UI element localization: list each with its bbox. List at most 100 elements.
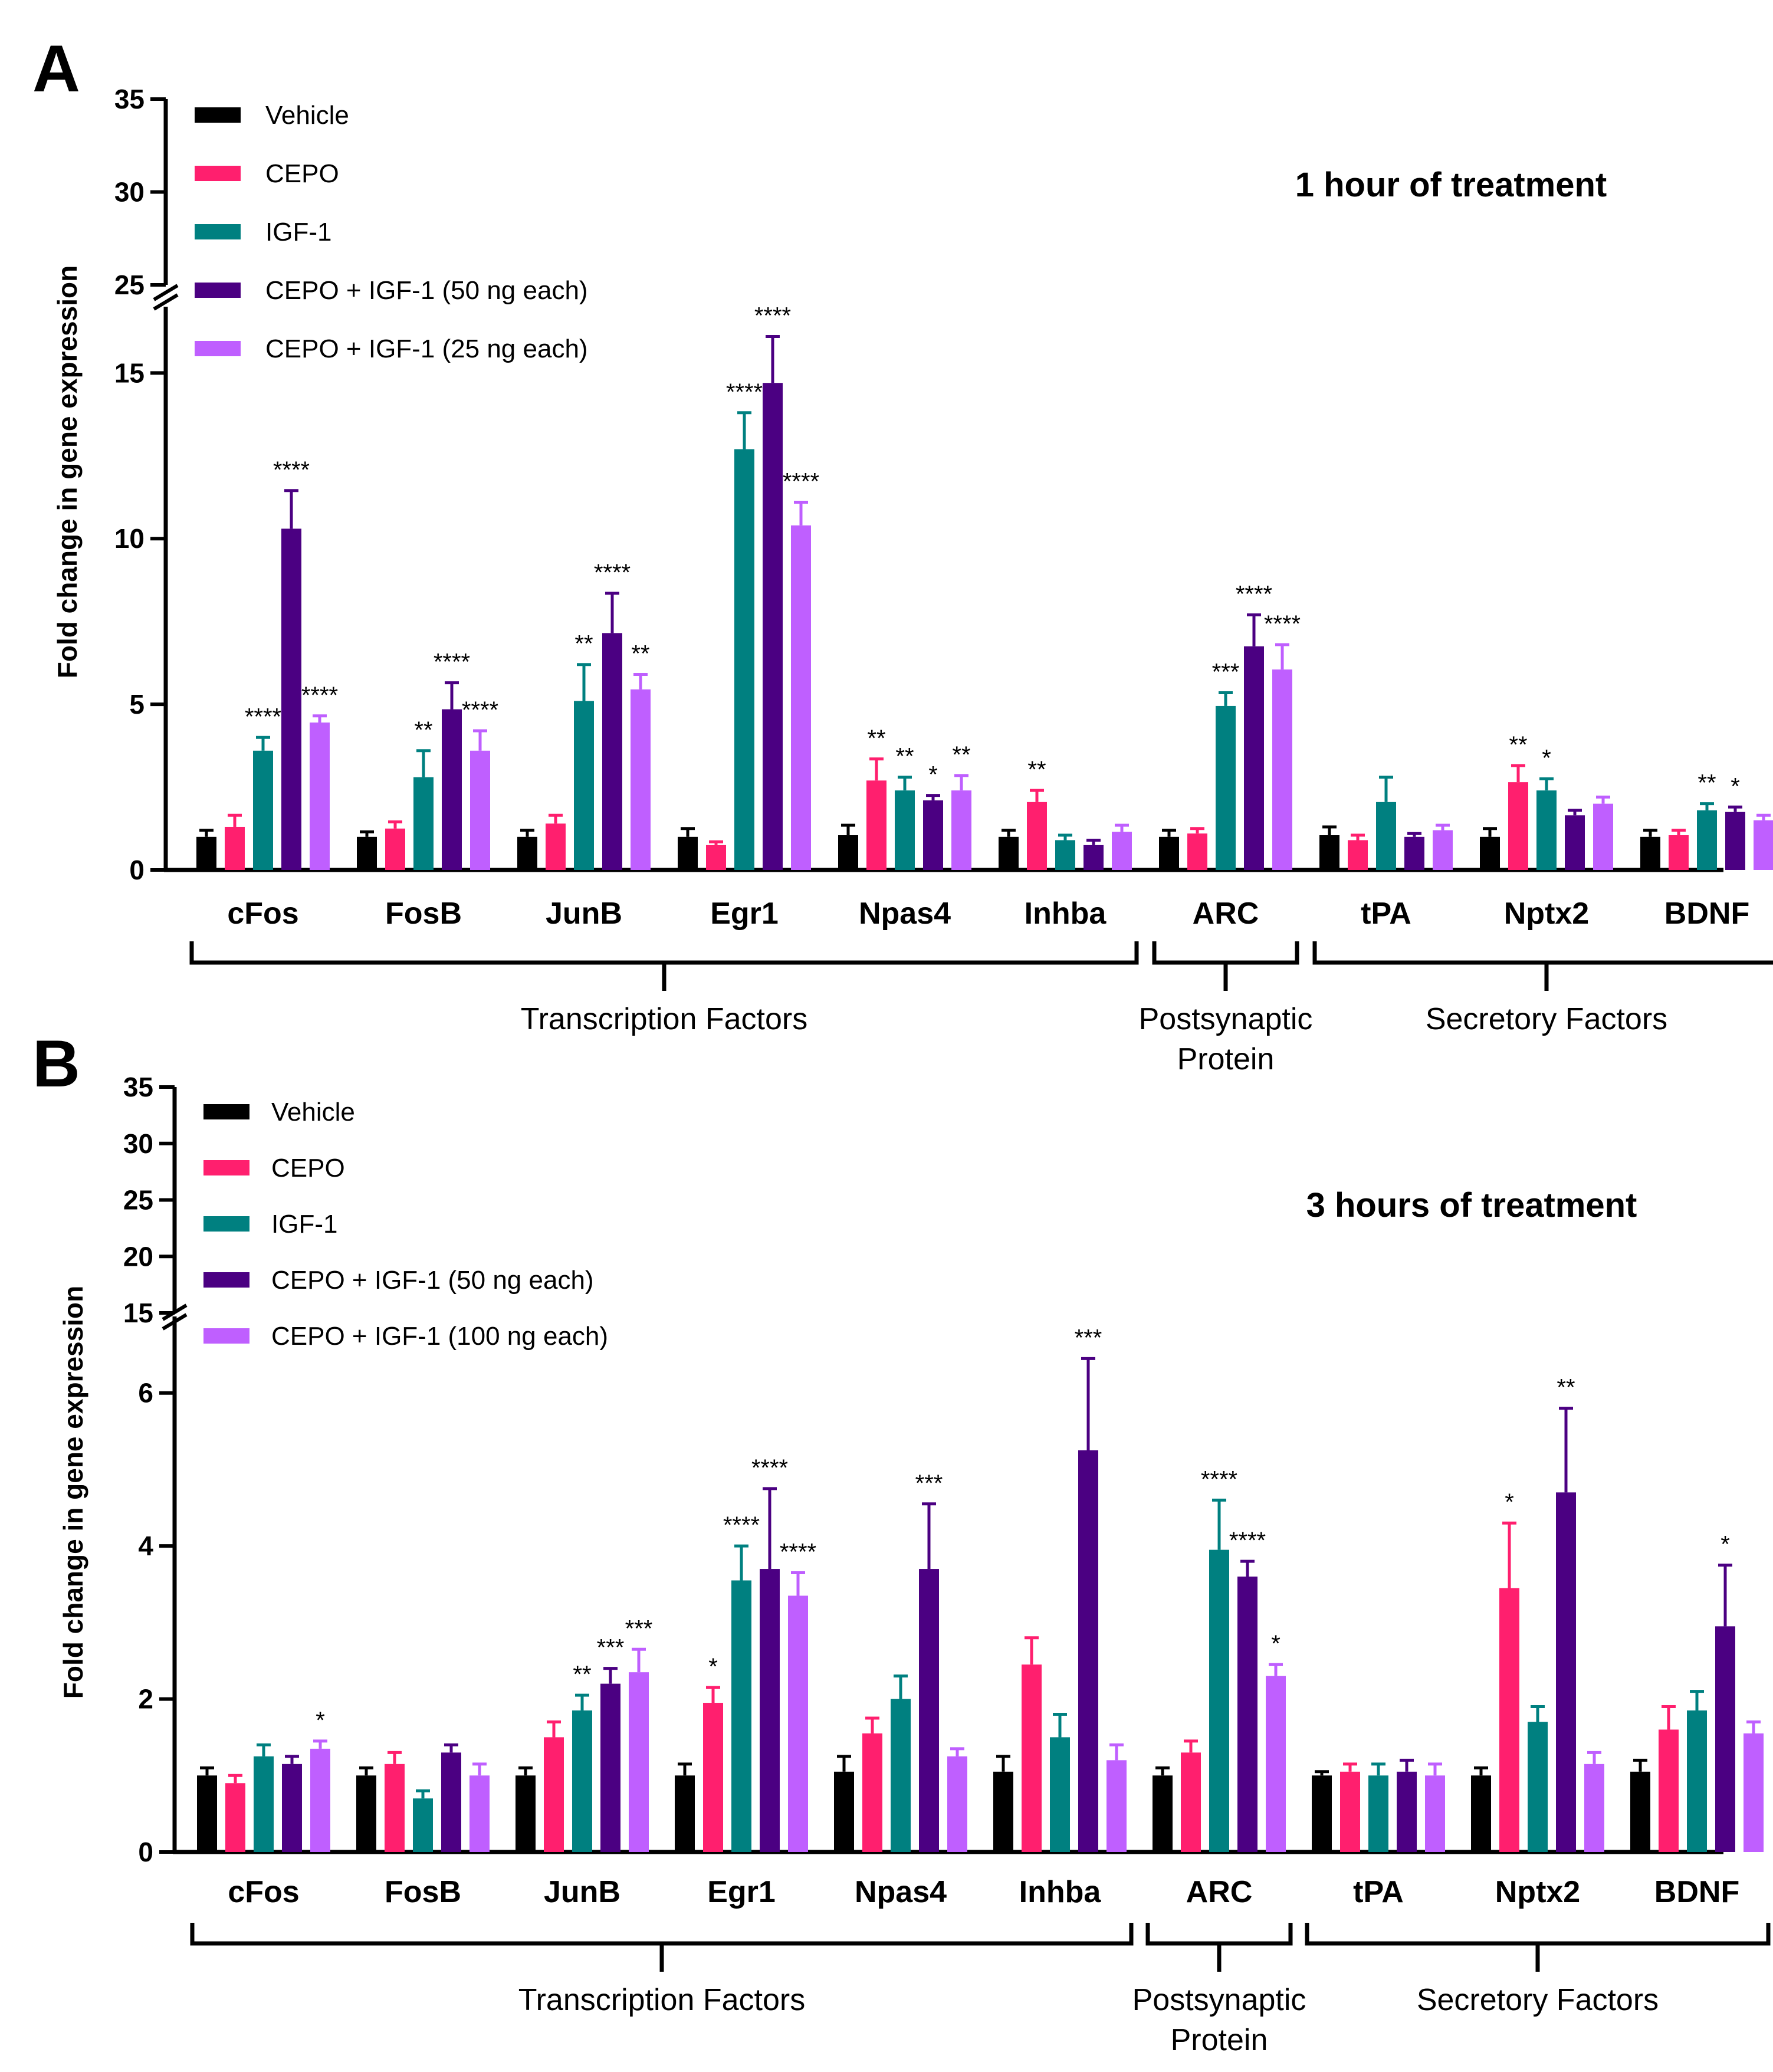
y-tick-label: 30 — [114, 177, 145, 208]
bar — [1159, 836, 1179, 870]
axis-break-mark — [153, 284, 179, 301]
group-label: Protein — [1171, 2023, 1268, 2057]
bar — [1181, 1752, 1201, 1852]
y-tick-label: 0 — [138, 1837, 153, 1867]
bar — [1340, 1771, 1360, 1852]
bar — [544, 1737, 564, 1852]
legend-swatch — [203, 1272, 249, 1288]
category-label: Egr1 — [707, 1875, 776, 1909]
significance-label: **** — [754, 303, 791, 329]
significance-label: ** — [867, 725, 885, 751]
significance-label: **** — [1264, 611, 1301, 637]
significance-label: *** — [1212, 659, 1240, 685]
bar — [1319, 835, 1339, 870]
legend-swatch — [195, 107, 241, 123]
significance-label: * — [708, 1654, 718, 1680]
bar — [310, 1748, 330, 1852]
bar — [999, 836, 1019, 870]
y-tick-label: 0 — [129, 855, 145, 885]
bar — [572, 1710, 592, 1852]
bar — [866, 780, 887, 870]
significance-label: ** — [631, 641, 649, 667]
group-label: Protein — [1177, 1042, 1275, 1076]
bar — [441, 1752, 461, 1852]
legend-swatch — [203, 1216, 249, 1232]
group-label: Postsynaptic — [1132, 1983, 1306, 2017]
bar — [1687, 1710, 1707, 1852]
significance-label: *** — [625, 1615, 653, 1641]
bar — [1508, 782, 1528, 870]
legend-entry: CEPO + IGF-1 (50 ng each) — [271, 1266, 594, 1295]
category-label: FosB — [385, 1875, 461, 1909]
bar — [1556, 1492, 1576, 1852]
bar — [1593, 803, 1613, 870]
bar — [1312, 1775, 1332, 1852]
bar — [993, 1771, 1013, 1852]
category-label: Inhba — [1019, 1875, 1102, 1909]
y-tick-label: 2 — [138, 1684, 153, 1715]
bar — [1216, 705, 1236, 870]
bar — [678, 836, 698, 870]
bar — [1027, 802, 1047, 870]
significance-label: *** — [915, 1470, 943, 1496]
bar — [763, 383, 783, 870]
bar — [225, 826, 245, 870]
bar — [891, 1699, 911, 1852]
bar — [225, 1783, 245, 1852]
bar — [760, 1569, 780, 1852]
bar — [895, 790, 915, 870]
bar — [1630, 1771, 1650, 1852]
legend-swatch — [203, 1104, 249, 1119]
bar — [413, 777, 434, 870]
bar — [834, 1771, 854, 1852]
bar — [1669, 835, 1689, 870]
bar — [1659, 1729, 1679, 1852]
significance-label: **** — [273, 457, 310, 483]
bar — [951, 790, 971, 870]
bar — [517, 836, 537, 870]
y-tick-label: 25 — [114, 270, 145, 300]
bar — [574, 701, 594, 870]
bar — [1715, 1626, 1735, 1852]
bar — [1744, 1733, 1764, 1852]
significance-label: **** — [1229, 1528, 1266, 1554]
bar — [516, 1775, 536, 1852]
bar — [1084, 845, 1104, 870]
legend-entry: IGF-1 — [271, 1210, 337, 1239]
bar — [734, 449, 754, 870]
bar — [1112, 832, 1132, 870]
bar — [862, 1733, 882, 1852]
bar — [838, 835, 858, 870]
significance-label: * — [316, 1707, 325, 1733]
bar — [1153, 1775, 1173, 1852]
group-bracket — [1145, 1923, 1293, 1972]
bar — [385, 828, 405, 870]
bar — [1187, 833, 1207, 870]
group-label: Transcription Factors — [518, 1983, 805, 2017]
category-label: Inhba — [1025, 897, 1107, 931]
bar — [282, 1764, 302, 1852]
group-bracket — [1152, 941, 1299, 991]
significance-label: * — [928, 762, 938, 788]
category-label: JunB — [546, 897, 622, 931]
y-tick-label: 30 — [123, 1128, 153, 1159]
significance-label: **** — [594, 560, 631, 586]
bar — [675, 1775, 695, 1852]
legend-swatch — [203, 1160, 249, 1175]
bar — [600, 1683, 620, 1852]
bar — [197, 1775, 217, 1852]
bar — [442, 709, 462, 870]
category-label: tPA — [1361, 897, 1411, 931]
bar — [196, 836, 216, 870]
bar — [1237, 1577, 1257, 1852]
category-label: Nptx2 — [1495, 1875, 1580, 1909]
bar — [602, 633, 622, 870]
bar — [1754, 820, 1773, 870]
category-label: cFos — [228, 1875, 299, 1909]
bar — [1480, 836, 1500, 870]
category-label: JunB — [544, 1875, 620, 1909]
legend-swatch — [195, 224, 241, 239]
bar — [1697, 810, 1717, 870]
